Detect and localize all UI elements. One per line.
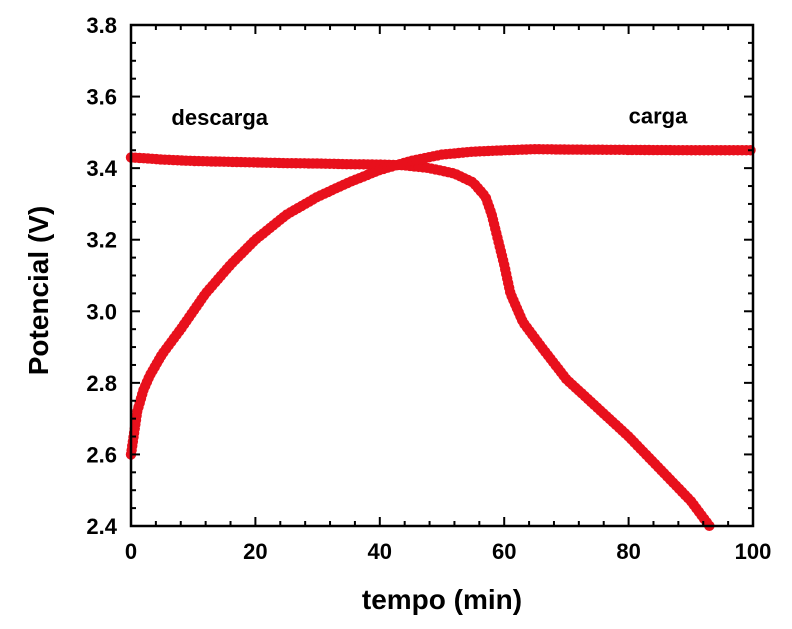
y-tick-label: 2.8 (86, 371, 117, 396)
y-tick-label: 3.4 (86, 156, 117, 181)
points-layer (125, 143, 756, 532)
y-tick-label: 3.8 (86, 13, 117, 38)
annotation-carga: carga (629, 103, 688, 128)
series-descarga (125, 152, 715, 532)
x-axis-title: tempo (min) (362, 584, 522, 615)
annotation-descarga: descarga (171, 105, 268, 130)
labels-layer: 0 20 40 60 80 100 2.4 2.6 2.8 3.0 3.2 3.4 3.6 3.8 (86, 13, 771, 564)
y-axis-title: Potencial (V) (23, 206, 54, 376)
x-tick-label: 20 (243, 539, 267, 564)
x-tick-label: 40 (368, 539, 392, 564)
y-tick-label: 3.2 (86, 228, 117, 253)
y-tick-label: 2.4 (86, 514, 117, 539)
x-tick-label: 100 (735, 539, 772, 564)
y-tick-label: 3.0 (86, 299, 117, 324)
x-tick-label: 80 (616, 539, 640, 564)
ticks-layer (130, 24, 754, 527)
y-tick-label: 3.6 (86, 85, 117, 110)
x-tick-label: 60 (492, 539, 516, 564)
y-tick-label: 2.6 (86, 442, 117, 467)
series-carga (125, 143, 756, 460)
x-tick-label: 0 (125, 539, 137, 564)
